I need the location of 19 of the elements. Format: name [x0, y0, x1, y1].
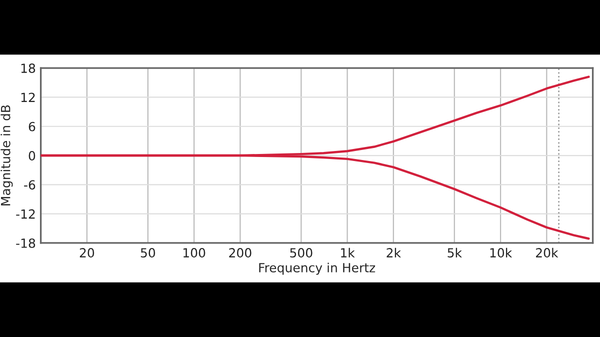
y-tick-label: -12 [16, 209, 35, 219]
x-tick-label: 20 [80, 248, 94, 258]
y-tick-label: -6 [24, 180, 36, 190]
x-tick-label: 100 [183, 248, 206, 258]
x-tick-label: 2k [386, 248, 401, 258]
y-tick-label: 12 [21, 92, 35, 102]
y-tick-label: 0 [28, 150, 36, 160]
y-tick-label: 18 [21, 64, 36, 73]
x-tick-label: 1k [341, 248, 355, 258]
x-tick-label: 500 [290, 248, 312, 258]
y-tick-label: -18 [16, 238, 36, 248]
x-tick-label: 5k [448, 248, 462, 258]
x-axis-title: Frequency in Hertz [259, 262, 376, 275]
x-tick-label: 10k [490, 248, 512, 258]
x-tick-label: 50 [140, 248, 156, 258]
x-tick-label: 200 [229, 248, 252, 258]
x-tick-label: 20k [536, 248, 558, 258]
y-axis-title: Magnitude in dB [0, 105, 13, 206]
y-tick-label: 6 [28, 122, 36, 132]
